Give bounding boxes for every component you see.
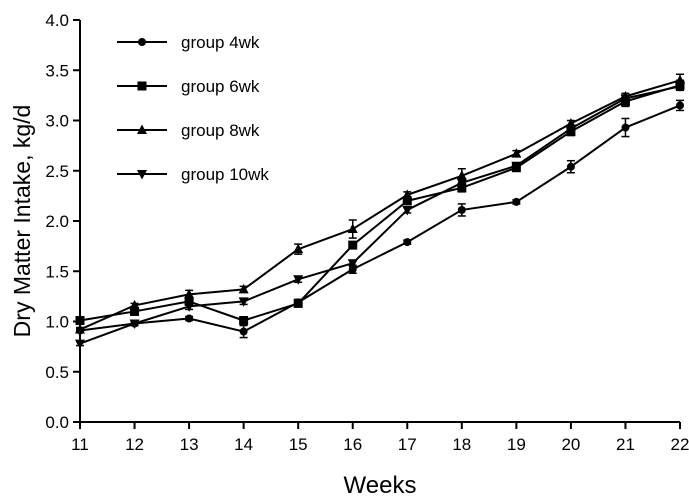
legend-marker [137,170,147,180]
x-tick-label: 16 [343,435,362,454]
series-line [79,85,681,345]
data-point [184,302,195,312]
series-line [79,84,681,322]
data-point [403,238,412,247]
data-point [512,197,521,206]
data-point [675,82,685,92]
data-point [456,170,467,180]
legend: group 4wk group 6wk group 8wk group 10wk [117,33,269,184]
legend-label: group 6wk [181,77,260,96]
data-point [238,283,249,294]
x-tick-label: 18 [452,435,471,454]
x-tick-label: 14 [234,435,253,454]
legend-label: group 10wk [181,165,269,184]
series-3 [75,82,685,350]
x-tick-label: 13 [180,435,199,454]
x-tick-label: 21 [616,435,635,454]
x-tick-label: 11 [71,435,89,454]
data-point [75,315,85,325]
x-tick-label: 19 [507,435,526,454]
data-point [566,162,575,171]
data-point [676,101,684,110]
data-point [293,275,304,285]
legend-marker [137,81,147,91]
series-layer [75,73,685,350]
y-tick-label: 3.5 [45,61,69,80]
y-tick-label: 0.5 [45,363,69,382]
data-point [184,296,194,306]
data-point [565,124,576,135]
series-line [79,104,681,333]
x-axis-label: Weeks [344,472,417,497]
legend-marker [137,124,147,134]
x-tick-label: 22 [671,435,689,454]
y-tick-label: 2.5 [45,162,69,181]
data-point [293,298,303,308]
data-point [511,161,522,172]
data-point [347,259,358,269]
y-axis-label: Dry Matter Intake, kg/d [9,105,35,338]
y-tick-label: 3.0 [45,112,69,131]
series-0 [76,99,684,339]
plot-area: 0.0 0.5 1.0 1.5 2.0 2.5 3.0 3.5 4.0 11 12 13 14 15 16… [45,11,689,454]
data-point [402,196,412,206]
y-ticks: 0.0 0.5 1.0 1.5 2.0 2.5 3.0 3.5 4.0 [45,11,80,432]
data-point [130,306,140,316]
data-point [239,327,248,336]
data-point [620,94,631,104]
data-point [129,299,140,310]
data-point [675,74,685,85]
y-tick-label: 1.5 [45,262,69,281]
x-tick-label: 12 [125,435,144,454]
legend-marker [138,38,146,46]
y-tick-label: 0.0 [45,413,69,432]
data-point [347,223,358,234]
series-2 [75,73,685,334]
x-tick-label: 20 [561,435,580,454]
data-point [239,315,249,325]
x-tick-label: 15 [289,435,308,454]
data-point [75,324,85,334]
data-point [402,205,413,216]
data-point [185,314,194,323]
data-point [511,148,522,158]
data-point [348,265,357,274]
data-point [621,123,630,132]
x-ticks: 11 12 13 14 15 16 17 18 19 20 21 22 [71,422,689,454]
data-point [457,205,466,214]
data-point [75,339,85,350]
data-point [238,297,249,307]
x-tick-label: 17 [398,435,417,454]
data-point [402,189,413,199]
y-tick-label: 2.0 [45,212,69,231]
data-point [129,319,140,330]
y-tick-label: 4.0 [45,11,69,30]
series-line [79,79,681,331]
data-point [184,288,195,299]
data-point [348,240,358,250]
data-point [456,178,467,189]
data-point [293,243,304,254]
y-tick-label: 1.0 [45,313,69,332]
legend-label: group 4wk [181,33,260,52]
legend-label: group 8wk [181,121,260,140]
